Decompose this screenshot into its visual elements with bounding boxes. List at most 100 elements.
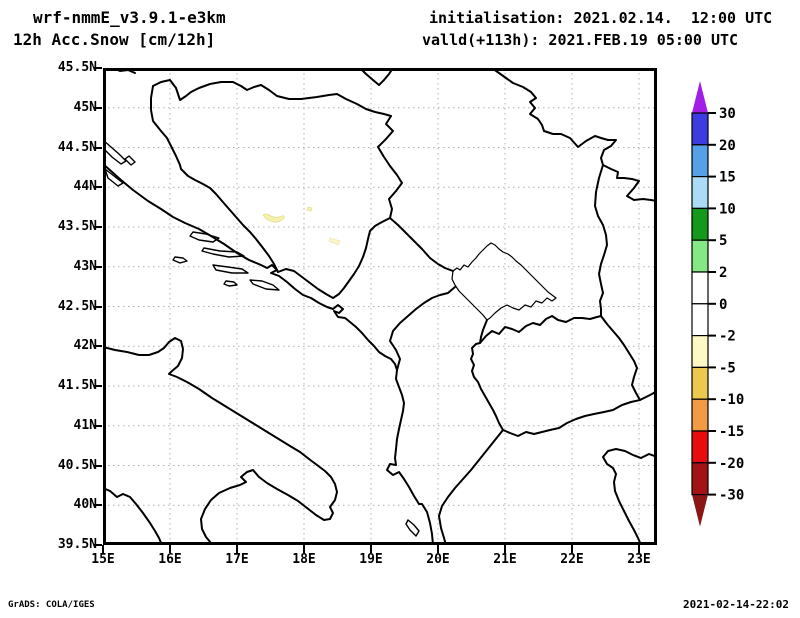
island-corfu <box>405 519 420 537</box>
croatia-serbia-border <box>359 68 394 86</box>
weather-map <box>103 68 657 545</box>
colorbar-label: 0 <box>719 297 727 313</box>
x-tick-mark <box>169 545 171 553</box>
colorbar-segment <box>691 335 709 369</box>
y-tick-mark <box>94 186 102 189</box>
x-tick-label: 16E <box>158 552 182 567</box>
x-tick-mark <box>303 545 305 553</box>
colorbar-label: -5 <box>719 360 736 376</box>
colorbar-segment <box>691 398 709 432</box>
colorbar-segment <box>691 303 709 337</box>
y-tick-label: 42N <box>73 338 97 354</box>
serbia-montenegro-border <box>389 217 454 272</box>
island-pag-2 <box>124 155 136 166</box>
snow-speck-1 <box>306 206 313 212</box>
colorbar-label: -2 <box>719 329 736 345</box>
colorbar-label: 2 <box>719 265 727 281</box>
x-tick-label: 19E <box>359 552 383 567</box>
colorbar-label: 30 <box>719 106 736 122</box>
x-tick-label: 23E <box>627 552 651 567</box>
serbia-bulgaria-border <box>594 164 608 317</box>
x-tick-label: 22E <box>560 552 584 567</box>
x-tick-mark <box>504 545 506 553</box>
y-tick-label: 45.5N <box>57 60 97 75</box>
y-tick-mark <box>94 226 102 228</box>
snow-speck-2 <box>328 237 341 246</box>
italy-tyrrhenian-coast <box>103 487 163 545</box>
bosnia-west-border <box>150 85 279 273</box>
greece-chalkidiki-coast <box>602 448 657 545</box>
x-tick-mark <box>571 545 573 553</box>
island-korcula <box>212 264 249 274</box>
italy-adriatic-coast <box>103 337 338 545</box>
x-tick-label: 20E <box>426 552 450 567</box>
y-tick-label: 44N <box>73 179 97 195</box>
colorbar-label: 15 <box>719 170 736 186</box>
y-tick-label: 41N <box>73 417 97 433</box>
x-tick-mark <box>638 545 640 553</box>
y-tick-label: 40.5N <box>57 457 97 473</box>
bosnia-serbia-border-drina <box>377 115 403 219</box>
init-time-label: initialisation: 2021.02.14. 12:00 UTC <box>429 9 773 27</box>
y-tick-label: 40N <box>73 497 97 513</box>
y-tick-mark <box>94 544 102 546</box>
kosovo-boundary <box>451 242 557 321</box>
colorbar-label: 20 <box>719 138 736 154</box>
danube-serbia-romania-border <box>491 68 657 202</box>
y-tick-mark <box>94 345 102 348</box>
colorbar-segment <box>691 175 709 209</box>
x-tick-mark <box>370 545 372 553</box>
colorbar-segment <box>691 144 709 178</box>
y-tick-label: 44.5N <box>57 139 97 155</box>
macedonia-border <box>470 315 641 437</box>
albania-greece-border <box>438 429 504 545</box>
y-tick-label: 39.5N <box>57 537 97 552</box>
kosovo-macedonia-link <box>479 319 488 344</box>
island-hvar <box>201 247 245 258</box>
model-title: wrf-nmmE_v3.9.1-e3km <box>33 8 226 27</box>
snow-patch-main <box>262 213 285 223</box>
creation-timestamp: 2021-02-14-22:02 <box>683 598 789 611</box>
y-tick-mark <box>94 464 102 467</box>
product-title: 12h Acc.Snow [cm/12h] <box>13 30 216 49</box>
x-tick-mark <box>102 545 104 553</box>
colorbar-label: 5 <box>719 233 727 249</box>
colorbar-segment <box>691 271 709 305</box>
y-tick-mark <box>94 146 102 149</box>
y-tick-mark <box>94 106 102 109</box>
y-tick-label: 43N <box>73 258 97 274</box>
island-mljet <box>249 279 280 291</box>
colorbar-segment <box>691 112 709 146</box>
y-tick-mark <box>94 265 102 268</box>
y-tick-mark <box>94 424 102 427</box>
island-lastovo <box>223 280 238 287</box>
island-brac <box>189 231 220 243</box>
colorbar-label: -15 <box>719 424 744 440</box>
colorbar-label: 10 <box>719 201 736 217</box>
y-tick-mark <box>94 385 102 387</box>
island-vis <box>172 256 188 264</box>
colorbar-segment <box>691 430 709 464</box>
colorbar-label: -30 <box>719 488 744 504</box>
colorbar-segment <box>691 207 709 241</box>
x-tick-label: 18E <box>292 552 316 567</box>
x-tick-mark <box>437 545 439 553</box>
map-frame <box>103 68 657 545</box>
y-tick-mark <box>94 67 102 69</box>
colorbar-label: -20 <box>719 456 744 472</box>
colorbar-arrow-bottom <box>692 494 708 527</box>
y-tick-label: 41.5N <box>57 378 97 393</box>
y-tick-label: 43.5N <box>57 219 97 234</box>
colorbar-arrow-top <box>692 81 708 113</box>
island-pag-1 <box>103 139 127 165</box>
colorbar-label: -10 <box>719 392 744 408</box>
x-tick-label: 17E <box>225 552 249 567</box>
y-tick-mark <box>94 305 102 308</box>
bosnia-north-border-sava <box>152 79 392 117</box>
colorbar-segment <box>691 239 709 273</box>
y-tick-label: 45N <box>73 99 97 115</box>
x-tick-label: 21E <box>493 552 517 567</box>
y-tick-label: 42.5N <box>57 298 97 314</box>
